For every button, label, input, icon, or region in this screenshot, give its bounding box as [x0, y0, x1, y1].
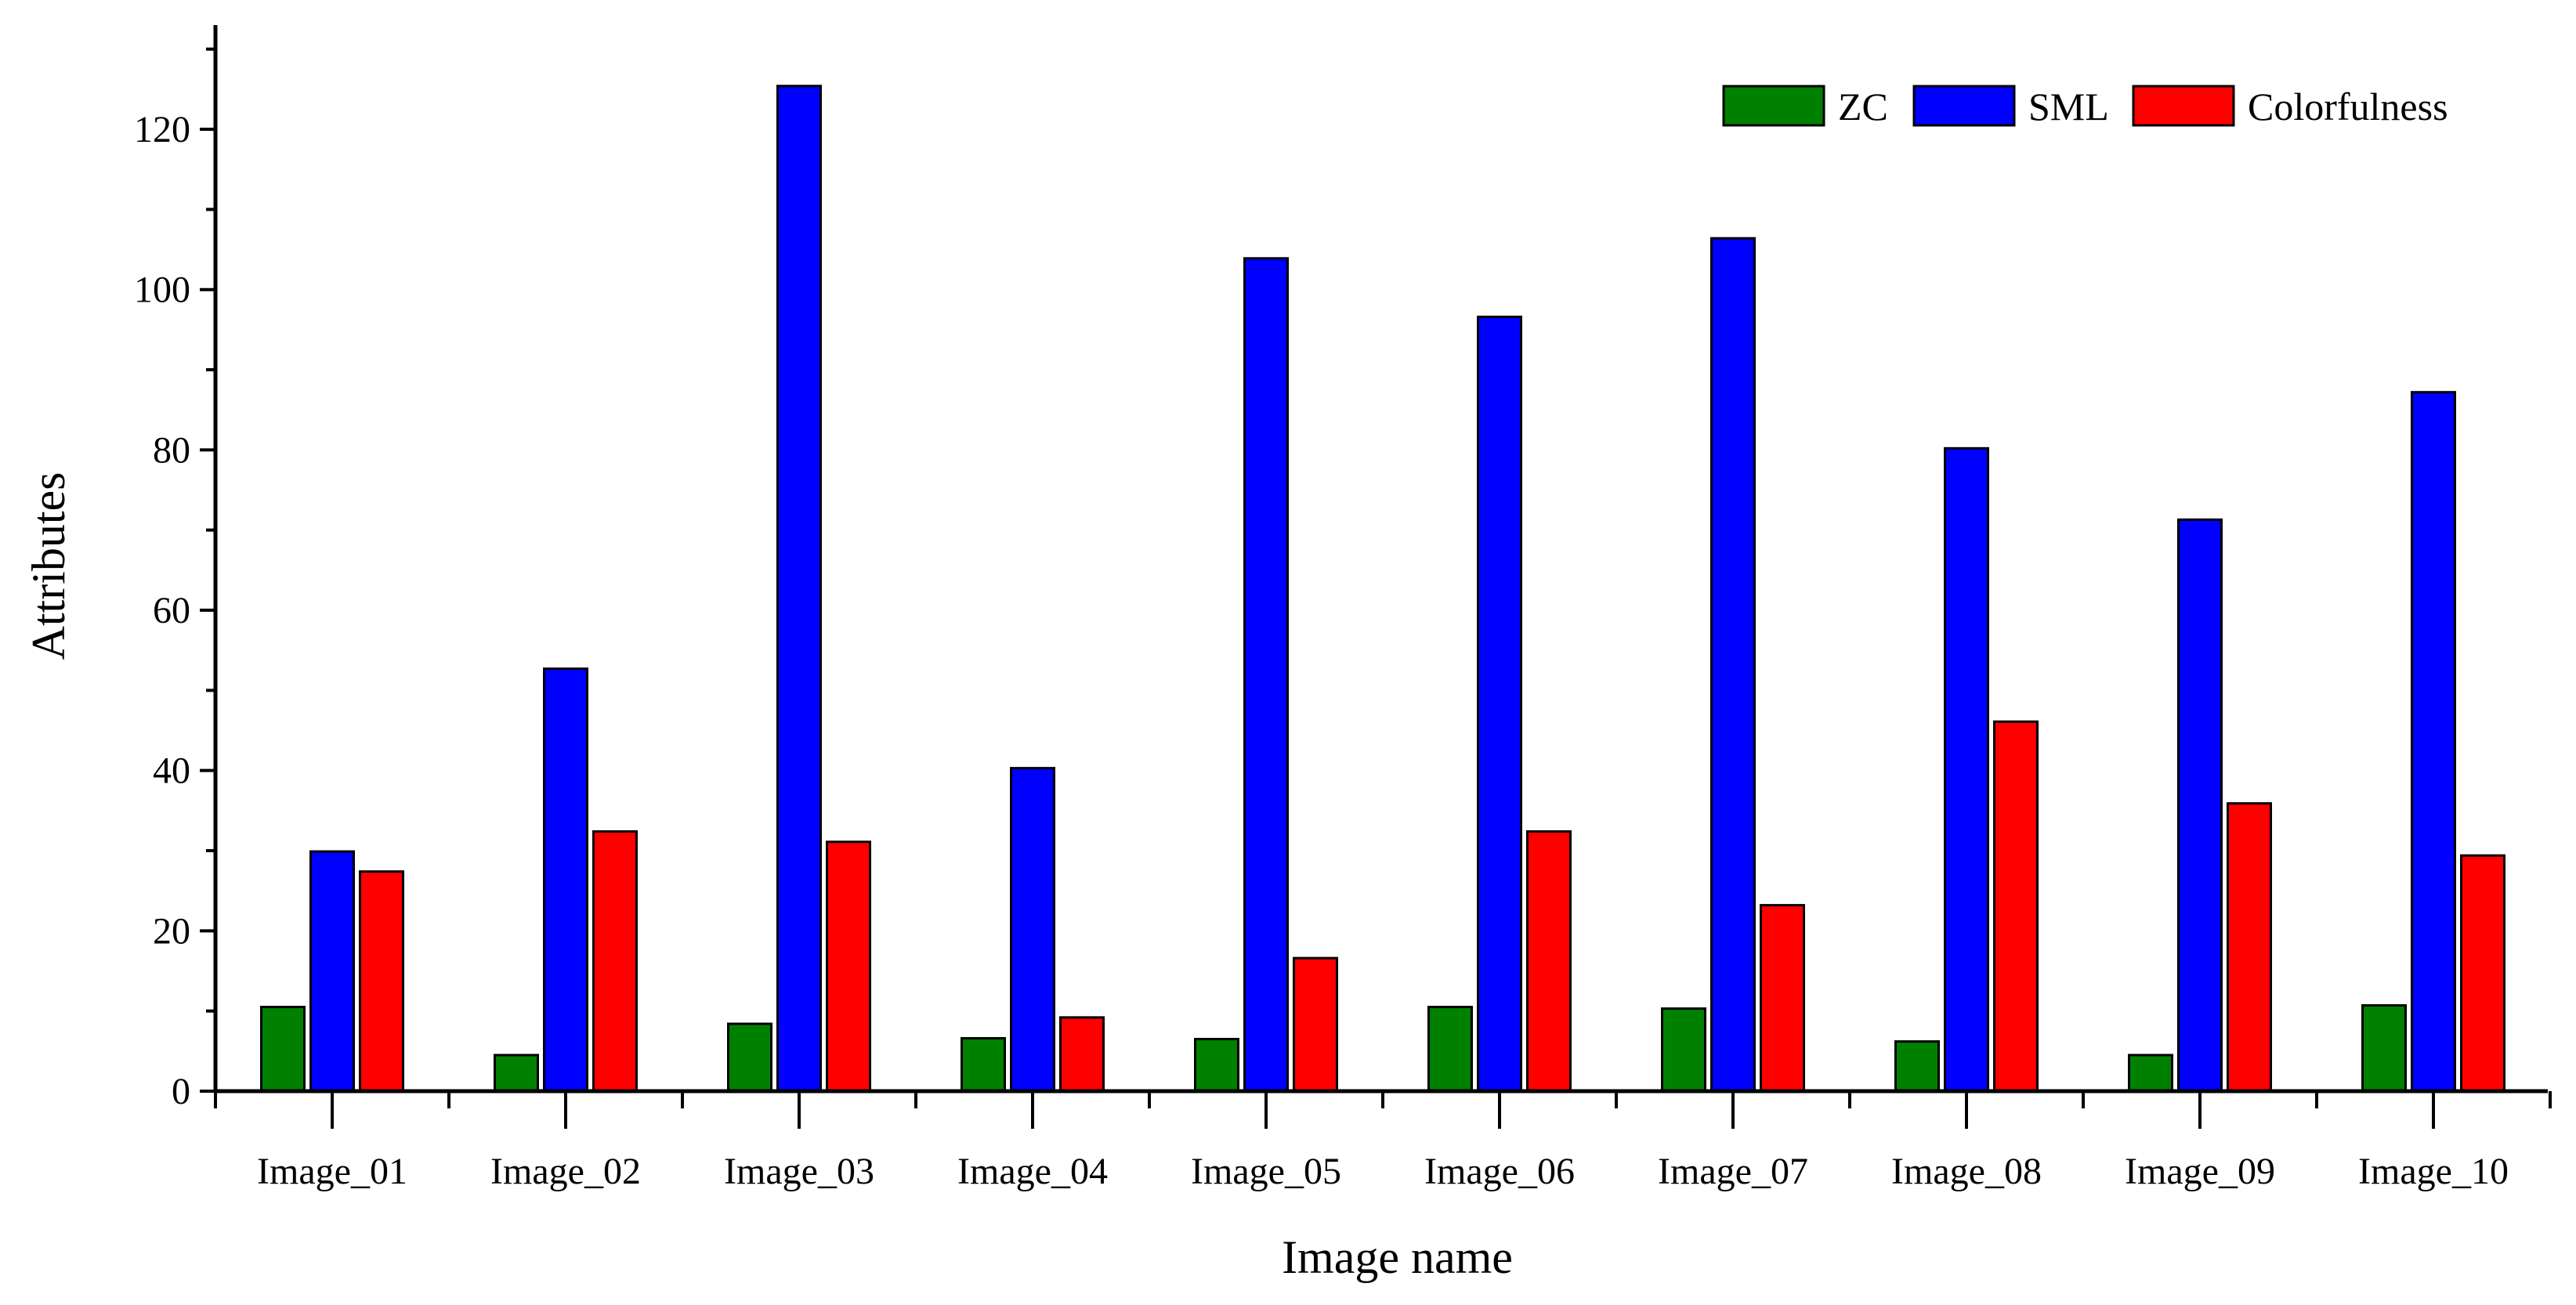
bar-sml-image_09 [2177, 518, 2223, 1093]
bar-colorfulness-image_03 [826, 840, 871, 1093]
x-tick-label: Image_05 [1191, 1151, 1341, 1192]
bar-sml-image_10 [2411, 391, 2456, 1093]
bar-colorfulness-image_07 [1760, 904, 1805, 1093]
y-tick-label: 80 [153, 429, 190, 471]
x-axis-title: Image name [1282, 1231, 1513, 1283]
bar-zc-image_01 [260, 1006, 306, 1093]
bar-sml-image_05 [1243, 257, 1289, 1093]
bar-zc-image_04 [961, 1036, 1006, 1093]
bar-zc-image_07 [1661, 1007, 1706, 1093]
bar-zc-image_03 [727, 1022, 772, 1093]
x-tick-label: Image_02 [490, 1151, 641, 1192]
y-tick-label: 60 [153, 590, 190, 631]
bar-colorfulness-image_02 [592, 830, 638, 1093]
bar-sml-image_06 [1477, 315, 1522, 1093]
bar-colorfulness-image_05 [1293, 956, 1338, 1093]
bar-sml-image_07 [1710, 237, 1756, 1093]
x-tick-label: Image_03 [724, 1151, 874, 1192]
bar-colorfulness-image_06 [1526, 830, 1572, 1093]
legend-label-colorfulness: Colorfulness [2248, 85, 2448, 128]
bar-colorfulness-image_04 [1059, 1016, 1105, 1093]
y-tick-label: 100 [134, 269, 190, 311]
x-tick-label: Image_01 [257, 1151, 407, 1192]
y-tick-label: 20 [153, 910, 190, 952]
x-tick-label: Image_10 [2358, 1151, 2509, 1192]
bar-sml-image_04 [1010, 767, 1055, 1093]
y-axis-title: Attributes [23, 472, 74, 660]
legend: ZC SML Colorfulness [1722, 85, 2448, 128]
legend-swatch-zc [1722, 85, 1825, 127]
bar-colorfulness-image_09 [2227, 802, 2272, 1093]
x-tick-label: Image_08 [1891, 1151, 2042, 1192]
y-tick-label: 40 [153, 750, 190, 792]
x-tick-label: Image_06 [1424, 1151, 1575, 1192]
x-tick-label: Image_07 [1658, 1151, 1808, 1192]
bar-sml-image_01 [309, 850, 355, 1093]
bar-zc-image_10 [2361, 1004, 2407, 1093]
y-tick-label: 120 [134, 109, 190, 150]
bar-zc-image_06 [1427, 1006, 1473, 1093]
bar-zc-image_09 [2128, 1054, 2173, 1093]
legend-label-zc: ZC [1838, 85, 1888, 128]
bar-colorfulness-image_08 [1993, 720, 2039, 1093]
x-tick-label: Image_09 [2125, 1151, 2275, 1192]
bar-sml-image_02 [543, 667, 588, 1093]
bar-zc-image_02 [494, 1054, 539, 1093]
bar-colorfulness-image_10 [2460, 854, 2505, 1093]
bars-layer [260, 85, 2505, 1093]
legend-swatch-colorfulness [2132, 85, 2235, 127]
bar-colorfulness-image_01 [359, 870, 404, 1093]
x-tick-label: Image_04 [957, 1151, 1108, 1192]
bar-sml-image_03 [776, 85, 822, 1093]
bar-zc-image_08 [1894, 1040, 1940, 1093]
axes-layer: 0 20 40 60 80 100 120 Image_01 Image_02 Image_03 I… [134, 25, 2552, 1192]
y-tick-label: 0 [172, 1071, 190, 1112]
bar-zc-image_05 [1194, 1037, 1239, 1093]
legend-swatch-sml [1912, 85, 2016, 127]
bar-sml-image_08 [1944, 446, 1989, 1093]
legend-label-sml: SML [2028, 85, 2109, 128]
